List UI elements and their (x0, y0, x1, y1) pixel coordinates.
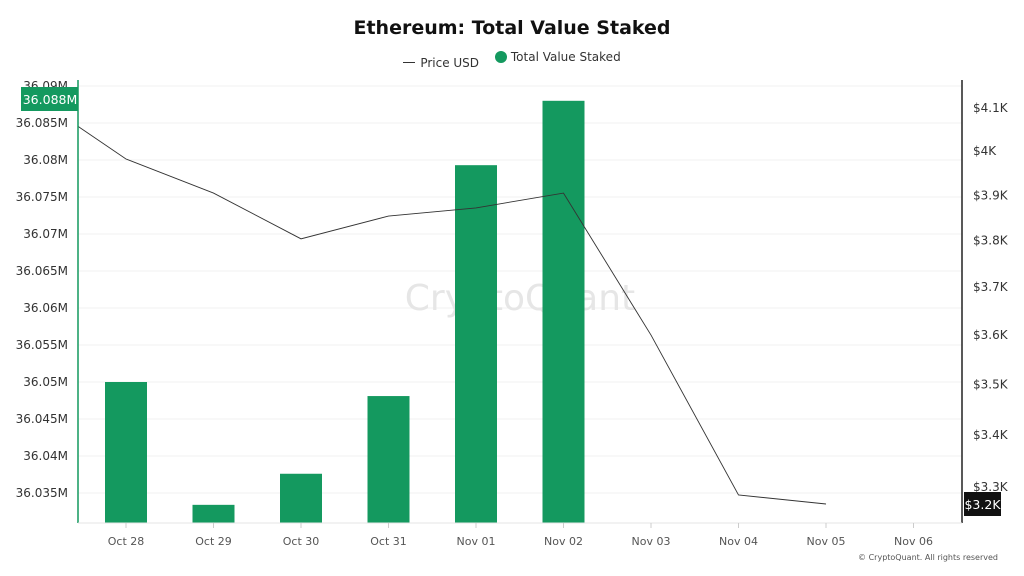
legend-item-tvs[interactable]: Total Value Staked (494, 50, 621, 64)
right-tick-label: $4K (973, 144, 997, 158)
x-tick-label: Oct 28 (108, 535, 145, 548)
right-tick-label: $3.9K (973, 188, 1009, 202)
right-tick-label: $3.5K (973, 377, 1009, 391)
chart-title: Ethereum: Total Value Staked (353, 17, 671, 39)
right-tick-label: $3.3K (973, 480, 1009, 494)
legend-label-price: Price USD (420, 55, 480, 70)
x-tick-label: Nov 02 (544, 535, 583, 548)
line-swatch-icon (403, 62, 416, 63)
left-tick-label: 36.05M (23, 375, 68, 389)
x-tick-label: Nov 06 (894, 535, 933, 548)
watermark: CryptoQuant (405, 278, 635, 319)
right-value-marker (964, 492, 1001, 516)
bar-oct-31 (367, 396, 410, 523)
bar-oct-30 (280, 473, 322, 523)
right-tick-label: $4.1K (973, 101, 1009, 115)
x-tick-label: Nov 03 (632, 535, 671, 548)
left-tick-label: 36.075M (16, 190, 68, 204)
x-tick-label: Oct 30 (283, 535, 320, 548)
x-tick-label: Oct 31 (370, 535, 407, 548)
left-tick-label: 36.06M (23, 301, 68, 315)
x-tick-label: Nov 01 (457, 535, 496, 548)
copyright: © CryptoQuant. All rights reserved (858, 553, 998, 562)
bar-oct-28 (105, 382, 147, 523)
left-tick-label: 36.045M (16, 412, 68, 426)
x-tick-label: Nov 04 (719, 535, 758, 548)
legend-item-price[interactable]: Price USD (403, 56, 479, 70)
right-value-marker-label: $3.2K (964, 497, 1001, 512)
left-tick-label: 36.035M (16, 486, 68, 500)
bar-oct-29 (192, 504, 235, 523)
left-tick-label: 36.055M (16, 338, 68, 352)
left-tick-label: 36.065M (16, 264, 68, 278)
dot-swatch-icon (494, 51, 507, 63)
x-tick-label: Nov 05 (807, 535, 846, 548)
left-tick-label: 36.08M (23, 153, 68, 167)
left-tick-label: 36.04M (23, 449, 68, 463)
right-tick-label: $3.6K (973, 328, 1009, 342)
legend-label-tvs: Total Value Staked (510, 50, 621, 64)
left-value-marker-label: 36.088M (23, 92, 78, 107)
left-tick-label: 36.07M (23, 227, 68, 241)
x-tick-label: Oct 29 (195, 535, 232, 548)
left-value-marker (21, 87, 78, 111)
legend: Price USD Total Value Staked (0, 50, 1024, 70)
bar-nov-02 (542, 100, 585, 524)
price-line (78, 125, 827, 505)
right-tick-label: $3.7K (973, 280, 1009, 294)
bar-nov-01 (455, 165, 497, 523)
left-tick-label: 36.085M (16, 116, 68, 130)
right-tick-label: $3.4K (973, 428, 1009, 442)
right-tick-label: $3.8K (973, 234, 1009, 248)
